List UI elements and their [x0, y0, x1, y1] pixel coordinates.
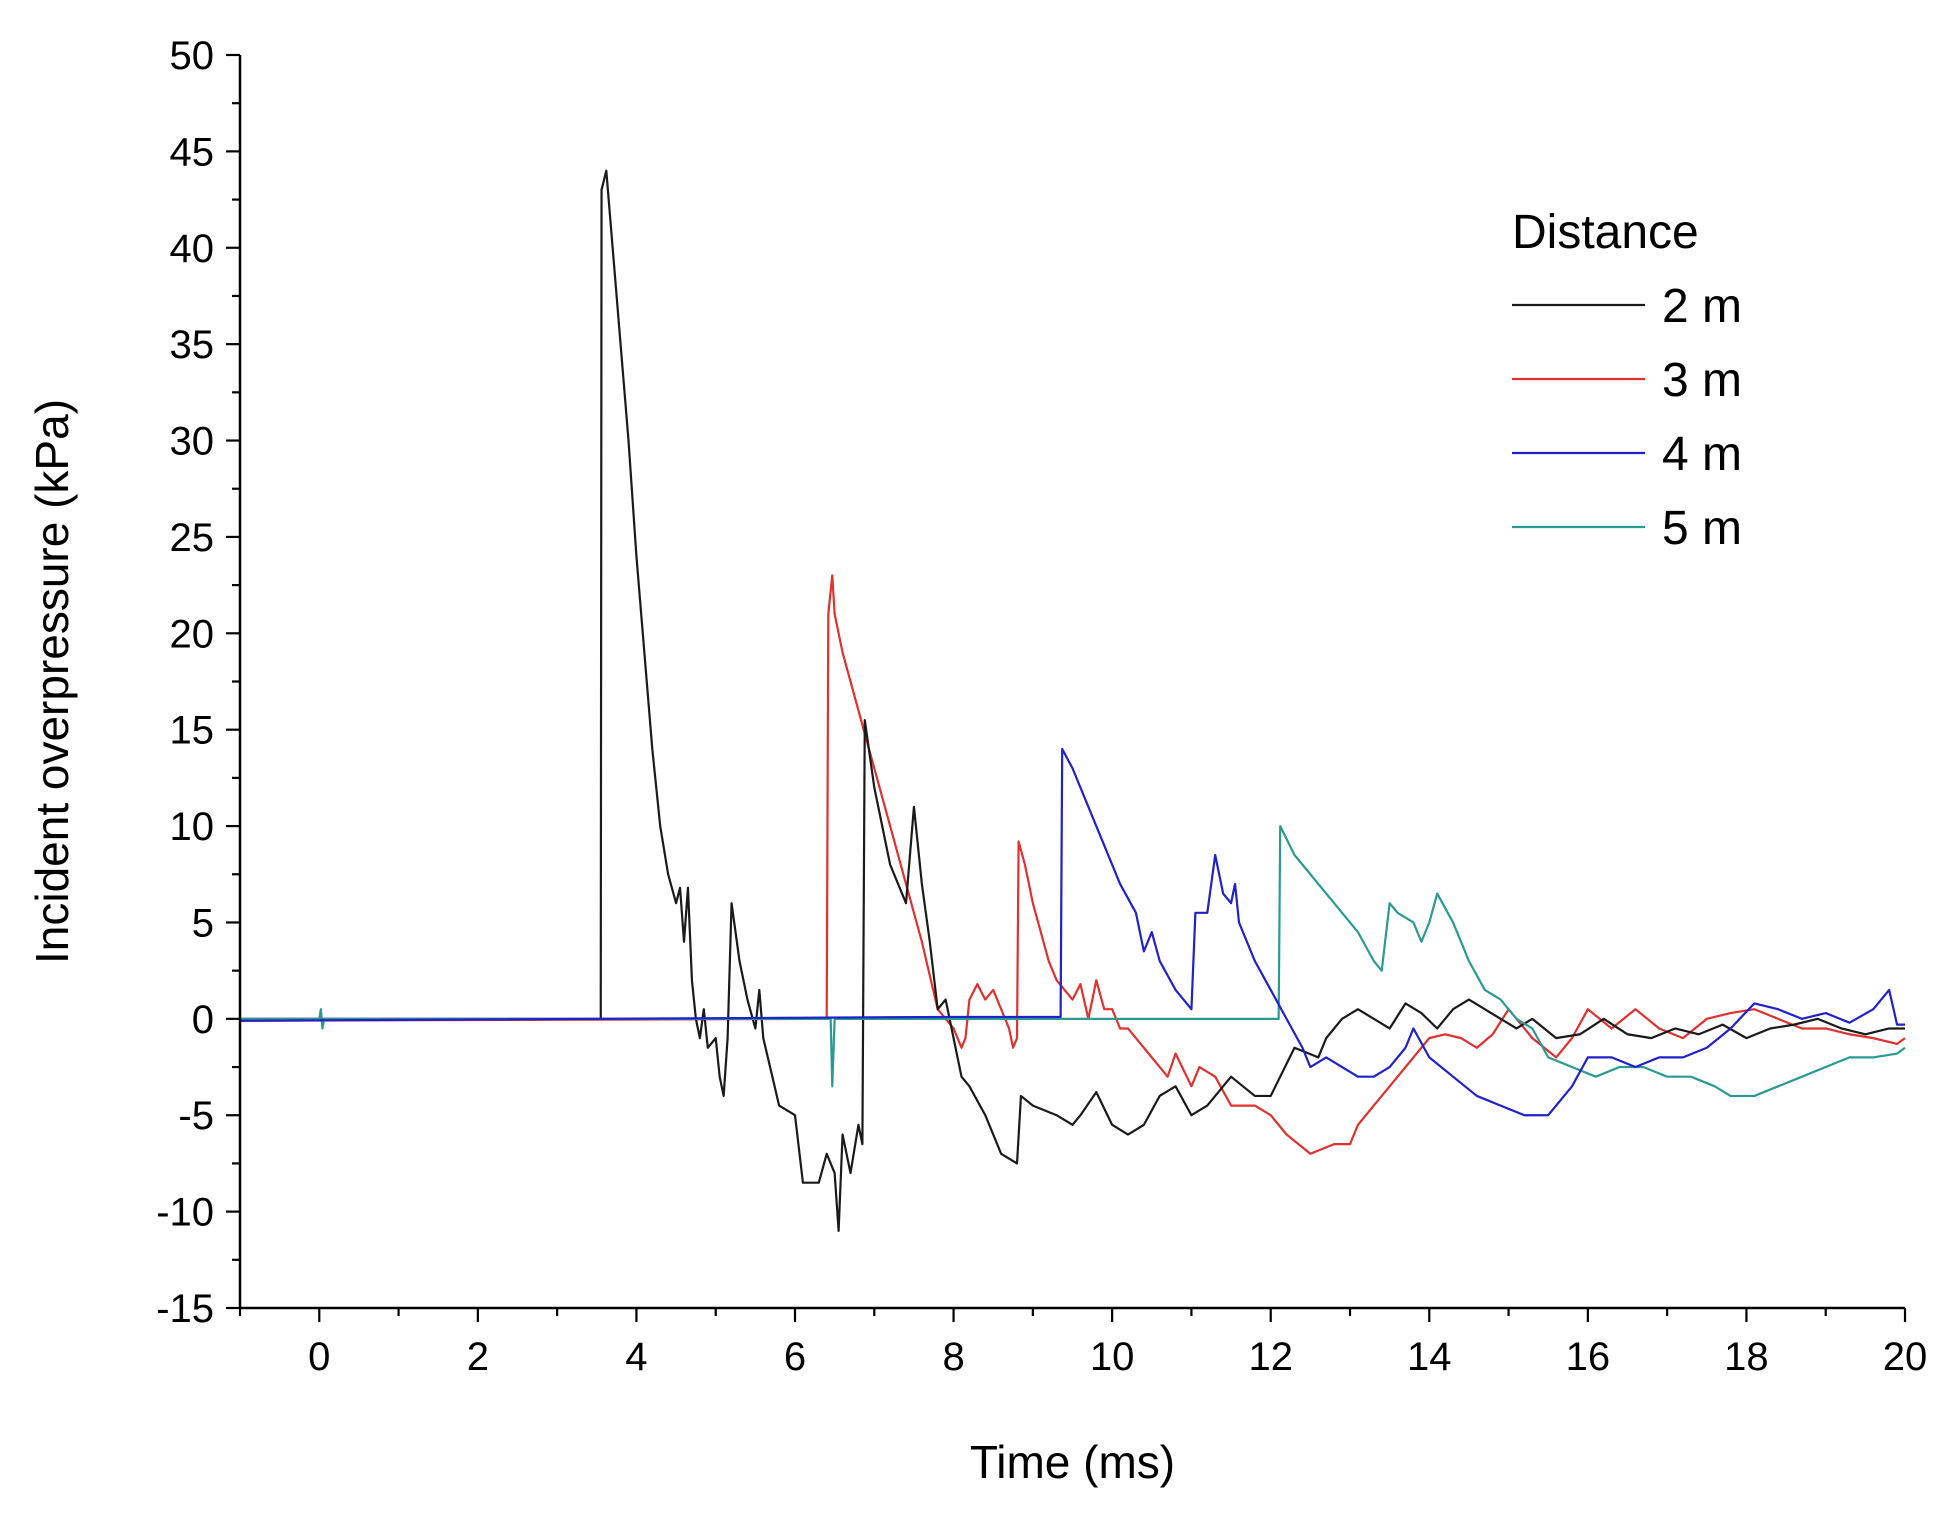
x-tick-label: 10 — [1090, 1335, 1135, 1379]
y-tick-label: 25 — [170, 516, 215, 560]
series-line-4m — [239, 747, 1905, 1117]
y-tick-label: 10 — [170, 805, 215, 849]
y-tick-label: 45 — [170, 130, 215, 174]
axes — [238, 55, 1905, 1310]
y-tick-label: -15 — [156, 1287, 214, 1331]
series-line-5m — [240, 824, 1906, 1098]
y-tick-label: 15 — [170, 709, 215, 753]
y-tick-label: 50 — [170, 34, 215, 78]
x-tick-label: 16 — [1566, 1335, 1611, 1379]
legend-label: 3 m — [1662, 354, 1742, 407]
legend-label: 2 m — [1662, 280, 1742, 333]
x-tick-label: 20 — [1883, 1335, 1928, 1379]
legend-label: 5 m — [1662, 502, 1742, 555]
y-tick-label: 20 — [170, 612, 215, 656]
series-line-3m — [239, 574, 1906, 1155]
x-tick-label: 18 — [1724, 1335, 1769, 1379]
y-tick-label: -10 — [156, 1191, 214, 1235]
tick-marks — [226, 53, 1907, 1322]
x-axis-title: Time (ms) — [970, 1436, 1175, 1488]
x-tick-label: 0 — [308, 1335, 330, 1379]
x-tick-label: 6 — [784, 1335, 806, 1379]
legend-title: Distance — [1512, 206, 1699, 259]
x-tick-label: 2 — [467, 1335, 489, 1379]
y-tick-label: 0 — [192, 998, 214, 1042]
y-tick-label: 40 — [170, 227, 215, 271]
y-tick-labels: -15 -10 -5 0 5 10 15 20 25 30 35 40 45 50 — [156, 34, 214, 1331]
x-tick-label: 12 — [1248, 1335, 1293, 1379]
y-tick-label: 30 — [170, 420, 215, 464]
y-tick-label: 5 — [192, 901, 214, 945]
x-tick-labels: 0 2 4 6 8 10 12 14 16 18 20 — [308, 1335, 1927, 1379]
x-tick-label: 4 — [625, 1335, 647, 1379]
y-tick-label: 35 — [170, 323, 215, 367]
series-line-2m — [240, 169, 1905, 1232]
x-tick-label: 8 — [942, 1335, 964, 1379]
legend-items: 2 m 3 m 4 m 5 m — [1512, 280, 1742, 555]
legend: Distance 2 m 3 m 4 m 5 m — [1512, 206, 1742, 555]
y-tick-label: -5 — [178, 1094, 214, 1138]
series-lines — [239, 169, 1906, 1232]
y-axis-title: Incident overpressure (kPa) — [26, 399, 78, 964]
legend-label: 4 m — [1662, 428, 1742, 481]
x-tick-label: 14 — [1407, 1335, 1452, 1379]
